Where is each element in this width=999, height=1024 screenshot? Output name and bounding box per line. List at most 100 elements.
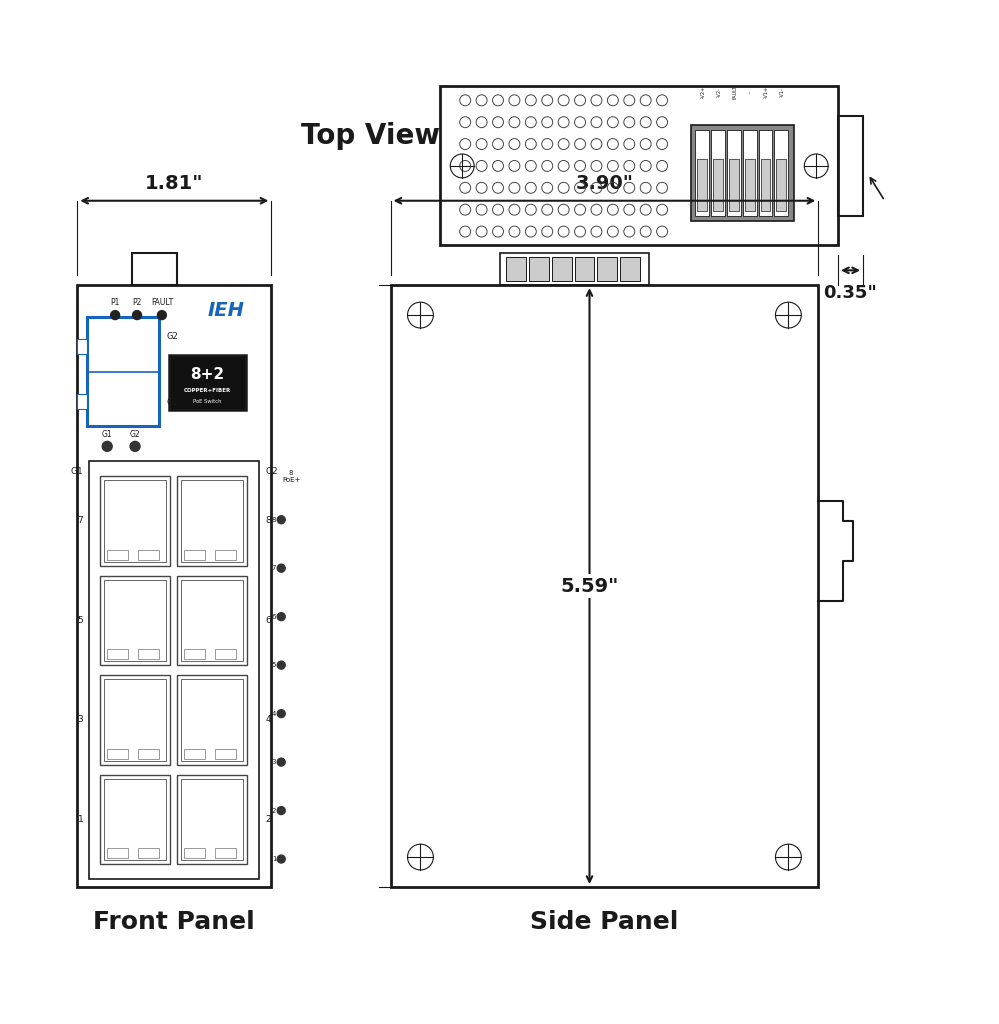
Bar bbox=[104, 480, 167, 562]
Text: IEH: IEH bbox=[208, 301, 245, 319]
Text: 8
PoE+: 8 PoE+ bbox=[282, 470, 301, 482]
Text: 8+2: 8+2 bbox=[191, 367, 225, 382]
Text: -V2+: -V2+ bbox=[700, 86, 705, 98]
Bar bbox=[551, 257, 571, 282]
Bar bbox=[181, 480, 244, 562]
Bar bbox=[215, 550, 236, 560]
Bar bbox=[138, 749, 159, 759]
Text: G2: G2 bbox=[130, 430, 140, 439]
Bar bbox=[107, 749, 128, 759]
Bar bbox=[100, 476, 171, 565]
Bar bbox=[691, 125, 794, 220]
Text: 2: 2 bbox=[266, 815, 271, 823]
Text: 1: 1 bbox=[78, 815, 83, 823]
Bar bbox=[104, 778, 167, 860]
Bar bbox=[184, 550, 205, 560]
Bar bbox=[184, 749, 205, 759]
Bar bbox=[107, 550, 128, 560]
Text: 3: 3 bbox=[78, 716, 83, 724]
Bar bbox=[181, 580, 244, 662]
Bar bbox=[181, 679, 244, 761]
Bar bbox=[104, 580, 167, 662]
Bar bbox=[77, 393, 87, 409]
Bar bbox=[758, 130, 772, 216]
Bar bbox=[838, 116, 863, 216]
Bar bbox=[184, 848, 205, 858]
Bar bbox=[528, 257, 548, 282]
Bar bbox=[744, 160, 754, 211]
Circle shape bbox=[130, 441, 140, 452]
Circle shape bbox=[133, 310, 142, 319]
Text: 3.90": 3.90" bbox=[575, 174, 633, 194]
Bar bbox=[776, 160, 786, 211]
Bar bbox=[177, 774, 248, 864]
Bar bbox=[169, 355, 247, 410]
Circle shape bbox=[278, 612, 285, 621]
Text: G2: G2 bbox=[266, 467, 278, 476]
Text: 1: 1 bbox=[272, 856, 277, 862]
Circle shape bbox=[111, 310, 120, 319]
Text: P1: P1 bbox=[111, 298, 120, 306]
Circle shape bbox=[278, 516, 285, 523]
Text: -V2-: -V2- bbox=[716, 87, 721, 97]
Text: FAULT: FAULT bbox=[732, 85, 737, 99]
Circle shape bbox=[158, 310, 167, 319]
Bar bbox=[100, 675, 171, 765]
Bar bbox=[711, 130, 724, 216]
Text: FAULT: FAULT bbox=[151, 298, 173, 306]
Bar bbox=[500, 254, 649, 286]
Text: COPPER+FIBER: COPPER+FIBER bbox=[184, 388, 231, 393]
Bar bbox=[184, 649, 205, 659]
Text: -V1-: -V1- bbox=[780, 87, 785, 97]
Bar bbox=[620, 257, 640, 282]
Bar bbox=[89, 461, 260, 879]
Bar bbox=[695, 130, 709, 216]
Bar bbox=[132, 254, 177, 286]
Text: 3: 3 bbox=[272, 759, 277, 765]
Text: Front Panel: Front Panel bbox=[94, 909, 255, 934]
Circle shape bbox=[278, 855, 285, 863]
Bar bbox=[177, 575, 248, 666]
Circle shape bbox=[278, 564, 285, 572]
Bar bbox=[215, 848, 236, 858]
Text: 4: 4 bbox=[272, 711, 277, 717]
Circle shape bbox=[102, 441, 112, 452]
Text: 4: 4 bbox=[266, 716, 271, 724]
Text: G1: G1 bbox=[102, 430, 113, 439]
Bar bbox=[441, 86, 838, 246]
Bar bbox=[728, 160, 738, 211]
Bar bbox=[177, 675, 248, 765]
Bar bbox=[138, 550, 159, 560]
Bar bbox=[742, 130, 756, 216]
Text: PoE Switch: PoE Switch bbox=[194, 399, 222, 403]
Text: 5: 5 bbox=[78, 615, 83, 625]
Bar bbox=[100, 774, 171, 864]
Circle shape bbox=[278, 710, 285, 718]
Text: 6: 6 bbox=[272, 613, 277, 620]
Bar bbox=[215, 649, 236, 659]
Bar bbox=[138, 649, 159, 659]
Text: 7: 7 bbox=[272, 565, 277, 571]
Bar bbox=[87, 317, 159, 426]
Text: G2: G2 bbox=[167, 332, 179, 341]
Text: 8: 8 bbox=[272, 517, 277, 522]
Bar bbox=[574, 257, 594, 282]
Bar bbox=[713, 160, 722, 211]
Text: -: - bbox=[748, 91, 753, 93]
Bar bbox=[138, 848, 159, 858]
Circle shape bbox=[278, 758, 285, 766]
Bar bbox=[774, 130, 788, 216]
Bar bbox=[177, 476, 248, 565]
Text: 8: 8 bbox=[266, 516, 271, 525]
Bar bbox=[181, 778, 244, 860]
Text: G1: G1 bbox=[167, 398, 179, 407]
Circle shape bbox=[278, 662, 285, 669]
Text: 5: 5 bbox=[272, 663, 277, 668]
Bar bbox=[760, 160, 770, 211]
Text: 2: 2 bbox=[272, 808, 277, 814]
Bar bbox=[77, 339, 87, 354]
Bar bbox=[104, 679, 167, 761]
Bar bbox=[505, 257, 525, 282]
Text: 7: 7 bbox=[78, 516, 83, 525]
Bar bbox=[107, 848, 128, 858]
